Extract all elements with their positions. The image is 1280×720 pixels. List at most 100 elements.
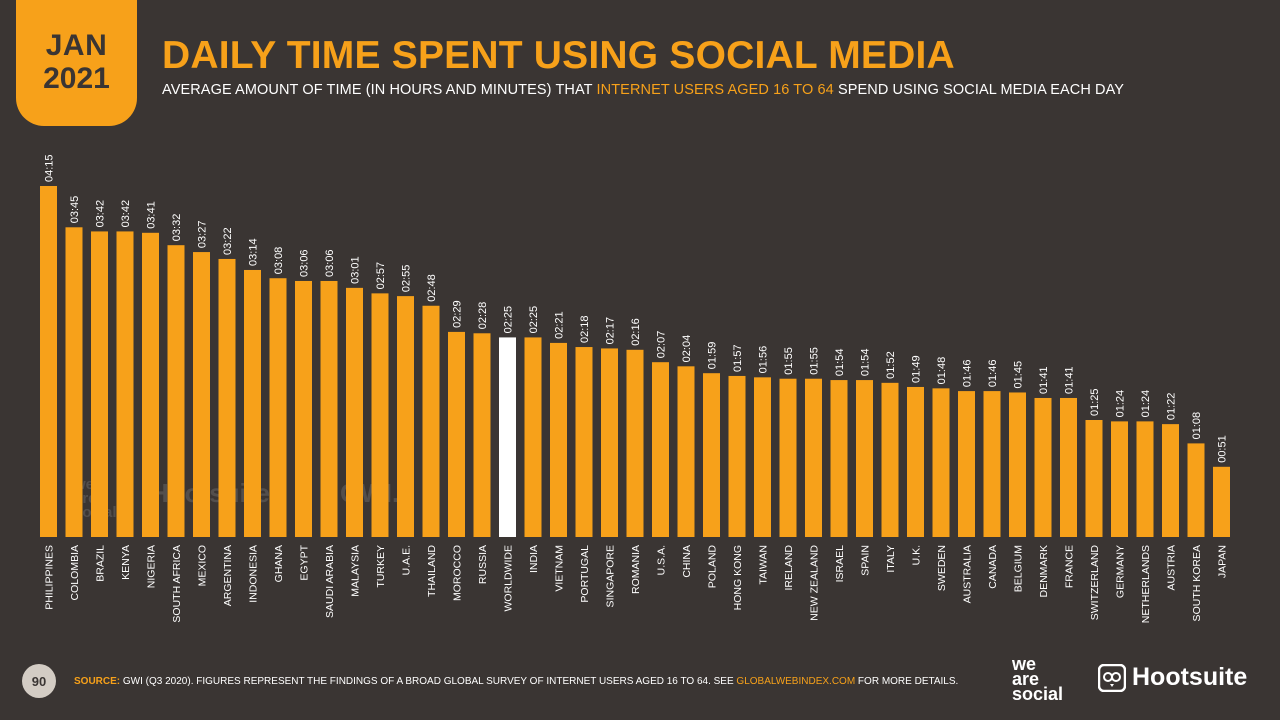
category-label: SPAIN [860, 545, 872, 576]
category-label: INDONESIA [248, 545, 260, 603]
bar-ghana [269, 278, 287, 537]
bar-mexico [193, 252, 210, 537]
category-label: RUSSIA [477, 545, 489, 584]
category-label: MALAYSIA [350, 545, 362, 597]
bar-japan [1213, 466, 1230, 537]
logo-was-line1: we [1012, 654, 1037, 674]
category-label: FRANCE [1064, 545, 1076, 588]
bar-israel [830, 380, 848, 537]
bar-romania [626, 349, 644, 537]
value-label: 02:28 [477, 302, 489, 330]
category-label: U.S.A. [656, 545, 668, 575]
bar-portugal [575, 347, 593, 537]
category-label: U.K. [911, 545, 923, 565]
value-label: 04:15 [44, 154, 56, 182]
bar-thailand [422, 305, 440, 537]
bar-australia [958, 391, 975, 537]
bar-brazil [91, 231, 108, 537]
bar-nigeria [142, 232, 159, 538]
value-label: 01:52 [885, 351, 897, 379]
category-label: TURKEY [375, 545, 387, 588]
value-label: 01:41 [1038, 366, 1050, 394]
value-label: 01:46 [987, 360, 999, 388]
source-note: SOURCE: GWI (Q3 2020). FIGURES REPRESENT… [74, 676, 958, 687]
bar-worldwide [499, 337, 516, 537]
source-link[interactable]: GLOBALWEBINDEX.COM [736, 676, 856, 687]
bar-austria [1162, 424, 1179, 537]
source-text: GWI (Q3 2020). FIGURES REPRESENT THE FIN… [120, 676, 737, 687]
bar-indonesia [244, 269, 261, 537]
value-label: 02:48 [426, 274, 438, 302]
bar-belgium [1009, 392, 1026, 537]
page-number: 90 [22, 664, 56, 698]
value-label: 01:08 [1191, 412, 1203, 440]
value-label: 03:06 [324, 249, 336, 277]
value-label: 03:14 [248, 238, 260, 266]
value-label: 02:29 [452, 300, 464, 328]
value-label: 01:49 [911, 355, 923, 383]
category-label: GERMANY [1115, 545, 1127, 598]
value-label: 01:46 [962, 360, 974, 388]
category-label: NETHERLANDS [1140, 545, 1152, 623]
bar-egypt [295, 280, 312, 537]
value-label: 02:16 [630, 318, 642, 346]
bar-italy [881, 382, 899, 537]
value-label: 03:08 [273, 247, 285, 275]
logo-was-line2: are [1012, 669, 1040, 689]
category-label: PHILIPPINES [44, 545, 56, 610]
category-label: GHANA [273, 545, 285, 582]
value-label: 01:54 [834, 349, 846, 377]
category-label: AUSTRIA [1166, 545, 1178, 591]
value-label: 02:25 [528, 306, 540, 334]
bar-philippines [40, 186, 57, 537]
value-label: 01:24 [1115, 390, 1127, 418]
bar-south-africa [167, 245, 185, 537]
category-label: DENMARK [1038, 545, 1050, 598]
category-label: KENYA [120, 545, 132, 580]
value-label: 01:59 [707, 342, 719, 370]
bar-kenya [116, 231, 134, 537]
value-label: 03:42 [120, 200, 132, 228]
hootsuite-logo-text: Hootsuite [1132, 663, 1248, 691]
category-label: COLOMBIA [69, 545, 81, 600]
value-label: 01:54 [860, 349, 872, 377]
value-label: 01:56 [758, 346, 770, 374]
value-label: 03:01 [350, 256, 362, 284]
category-label: SWEDEN [936, 545, 948, 591]
subtitle-highlight: INTERNET USERS AGED 16 TO 64 [596, 82, 834, 98]
bar-morocco [448, 331, 465, 537]
value-label: 03:22 [222, 227, 234, 255]
category-label: TAIWAN [758, 545, 770, 585]
category-label: ROMANIA [630, 545, 642, 594]
value-label: 02:25 [503, 306, 515, 334]
value-label: 02:18 [579, 316, 591, 344]
bar-india [524, 337, 542, 537]
bar-switzerland [1085, 420, 1103, 537]
value-label: 02:21 [554, 311, 566, 339]
value-label: 03:27 [197, 221, 209, 249]
category-label: WORLDWIDE [503, 545, 515, 612]
category-label: SOUTH AFRICA [171, 545, 183, 623]
page-title: DAILY TIME SPENT USING SOCIAL MEDIA [162, 34, 955, 77]
category-label: POLAND [707, 545, 719, 589]
category-label: CHINA [681, 545, 693, 578]
category-label: MEXICO [197, 545, 209, 586]
value-label: 03:45 [69, 196, 81, 224]
category-label: EGYPT [299, 544, 311, 580]
value-label: 01:57 [732, 344, 744, 372]
category-label: BRAZIL [95, 545, 107, 582]
source-label: SOURCE: [74, 676, 121, 687]
value-label: 03:41 [146, 201, 158, 229]
value-label: 00:51 [1217, 435, 1229, 463]
badge-month: JAN [45, 29, 108, 62]
bar-germany [1111, 421, 1128, 537]
bar-turkey [371, 293, 389, 537]
value-label: 03:32 [171, 214, 183, 242]
bar-saudi-arabia [320, 280, 338, 537]
bar-france [1060, 397, 1077, 537]
category-label: INDIA [528, 545, 540, 573]
bar-ireland [779, 378, 797, 537]
date-badge: JAN 2021 [16, 0, 137, 126]
badge-year: 2021 [43, 62, 110, 95]
owl-icon [1098, 663, 1126, 692]
